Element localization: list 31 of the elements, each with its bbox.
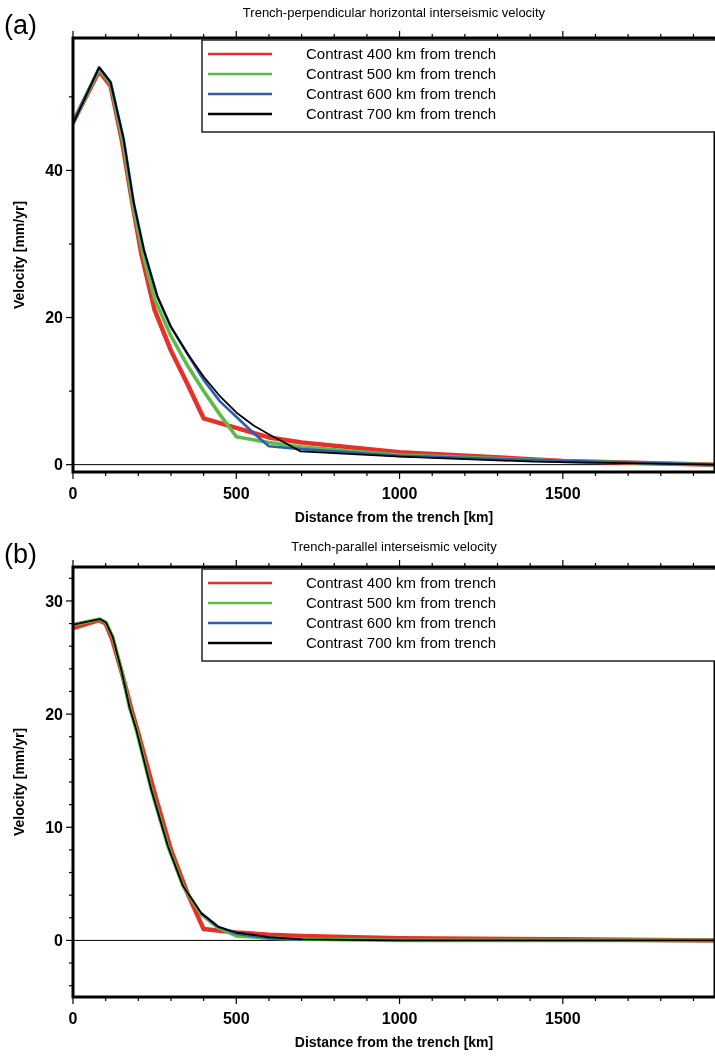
x-tick-label: 0: [68, 1010, 78, 1027]
y-tick-label: 20: [45, 705, 64, 723]
x-tick-label: 0: [68, 485, 78, 502]
x-axis-title: Distance from the trench [km]: [294, 1034, 494, 1050]
legend-label: Contrast 500 km from trench: [306, 594, 497, 612]
text: (b): [4, 539, 37, 569]
legend-label: Contrast 400 km from trench: [306, 45, 497, 63]
x-tick-label: 1500: [545, 485, 581, 502]
chart-title: Trench-perpendicular horizontal interseismic velocity: [242, 5, 546, 20]
y-axis-title: Velocity [mm/yr]: [11, 727, 27, 837]
y-tick-label: 40: [45, 162, 64, 180]
y-tick-label: 0: [54, 456, 64, 474]
y-tick-label: 10: [45, 818, 64, 836]
legend-label: Contrast 700 km from trench: [306, 105, 497, 123]
x-tick-label: 1000: [381, 1010, 418, 1027]
y-axis-title: Velocity [mm/yr]: [11, 200, 27, 310]
y-tick-label: 30: [45, 592, 64, 610]
x-axis-title: Distance from the trench [km]: [294, 509, 494, 525]
x-tick-label: 1500: [545, 1010, 581, 1027]
x-tick-label: 500: [222, 1010, 250, 1027]
legend-label: Contrast 600 km from trench: [306, 85, 497, 103]
x-tick-label: 500: [222, 485, 250, 502]
text: (a): [4, 10, 37, 40]
legend-label: Contrast 700 km from trench: [306, 634, 497, 652]
y-tick-label: 20: [45, 309, 64, 327]
x-tick-label: 1000: [381, 485, 418, 502]
legend-label: Contrast 500 km from trench: [306, 65, 497, 83]
legend-label: Contrast 400 km from trench: [306, 574, 497, 592]
y-tick-label: 0: [54, 932, 64, 950]
chart-title: Trench-parallel interseismic velocity: [291, 539, 498, 554]
legend-label: Contrast 600 km from trench: [306, 614, 497, 632]
